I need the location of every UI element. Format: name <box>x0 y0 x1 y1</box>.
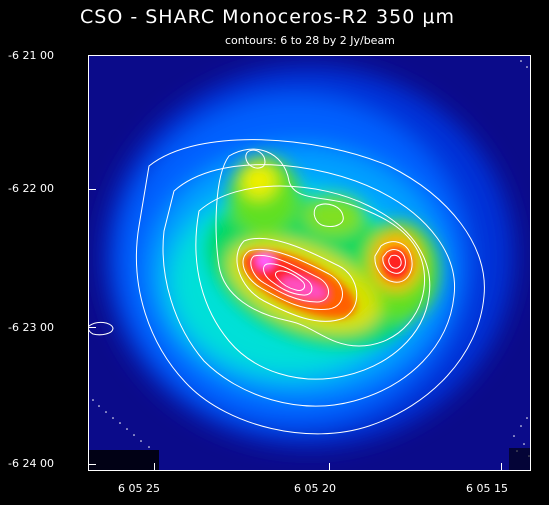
x-tick <box>329 463 330 471</box>
y-tick <box>88 464 96 465</box>
x-tick-label: 6 05 20 <box>294 482 336 495</box>
y-tick <box>88 327 96 328</box>
intensity-map <box>88 55 531 471</box>
x-tick-label: 6 05 15 <box>466 482 508 495</box>
x-tick <box>501 463 502 471</box>
contour-caption: contours: 6 to 28 by 2 Jy/beam <box>225 34 395 47</box>
masked-corner-right <box>509 448 530 470</box>
y-tick-label: -6 22 00 <box>8 182 54 195</box>
x-tick <box>154 463 155 471</box>
y-tick-label: -6 21 00 <box>8 49 54 62</box>
masked-corner <box>89 450 159 470</box>
contours <box>89 139 485 435</box>
image-title: CSO - SHARC Monoceros-R2 350 μm <box>80 6 455 28</box>
y-tick-label: -6 23 00 <box>8 321 54 334</box>
y-tick <box>88 55 96 56</box>
map-svg <box>89 56 530 470</box>
y-tick <box>88 189 96 190</box>
x-tick-label: 6 05 25 <box>118 482 160 495</box>
y-tick-label: -6 24 00 <box>8 457 54 470</box>
emission-high <box>241 248 410 319</box>
